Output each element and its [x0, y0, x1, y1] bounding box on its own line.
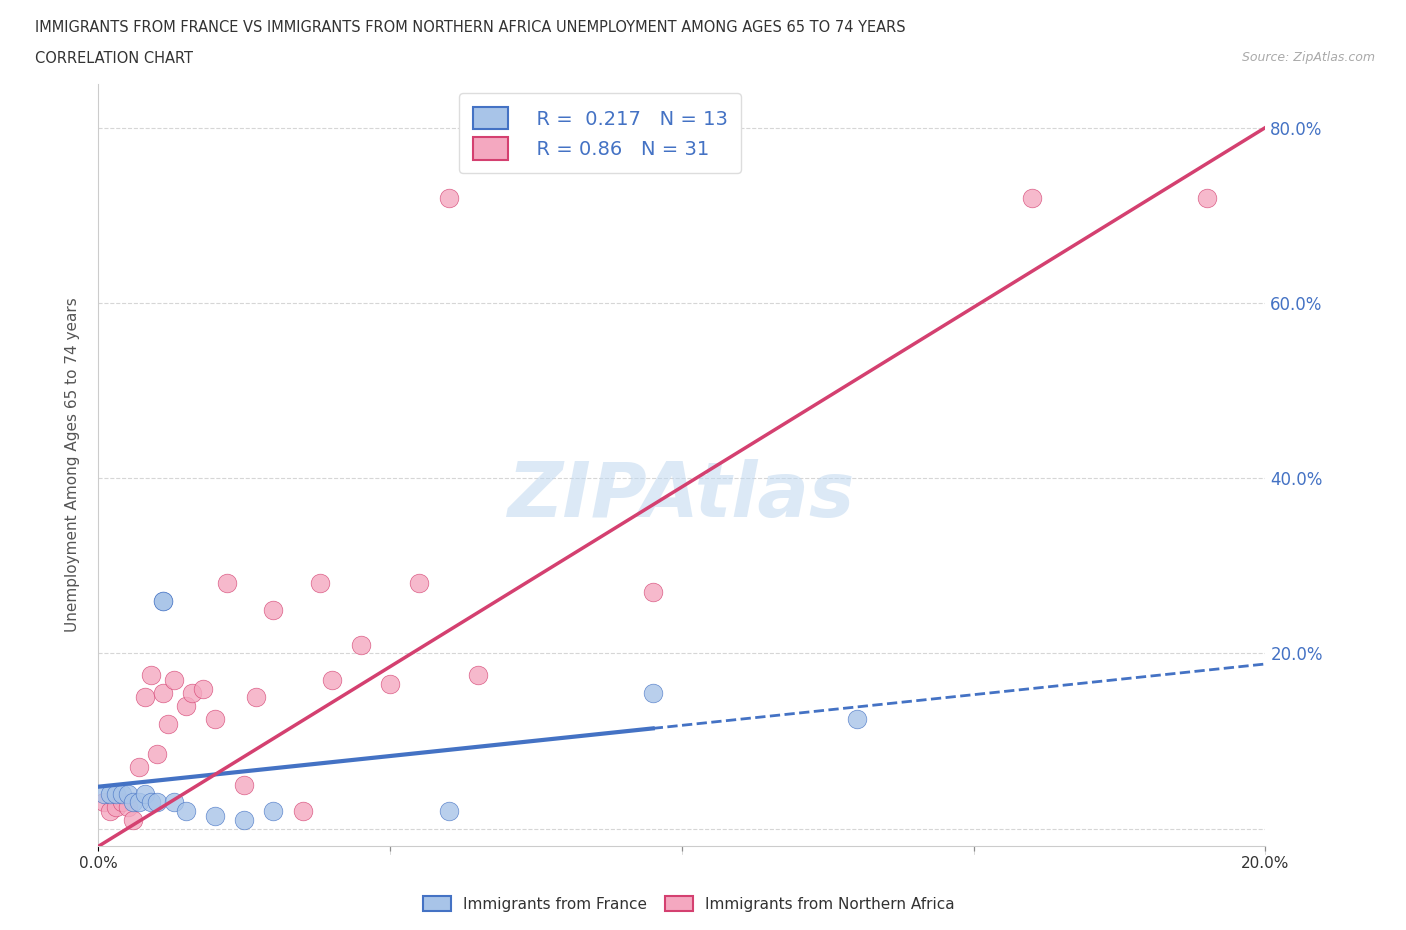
- Point: [1195, 191, 1218, 206]
- Point: [128, 760, 150, 775]
- Point: [134, 690, 156, 705]
- Point: [122, 795, 145, 810]
- Point: [122, 813, 145, 828]
- Point: [845, 711, 868, 726]
- Point: [233, 777, 256, 792]
- Point: [93, 795, 115, 810]
- Point: [180, 685, 202, 700]
- Point: [245, 690, 267, 705]
- Point: [134, 786, 156, 801]
- Point: [262, 804, 284, 818]
- Point: [174, 698, 197, 713]
- Point: [378, 677, 402, 692]
- Point: [104, 800, 127, 815]
- Point: [467, 668, 489, 683]
- Point: [233, 813, 256, 828]
- Text: Source: ZipAtlas.com: Source: ZipAtlas.com: [1241, 51, 1375, 64]
- Point: [163, 672, 186, 687]
- Point: [104, 786, 127, 801]
- Point: [157, 716, 180, 731]
- Point: [146, 747, 169, 762]
- Point: [152, 685, 174, 700]
- Legend: Immigrants from France, Immigrants from Northern Africa: Immigrants from France, Immigrants from …: [418, 889, 960, 918]
- Point: [152, 593, 174, 608]
- Point: [350, 637, 373, 652]
- Point: [139, 668, 162, 683]
- Point: [641, 585, 664, 600]
- Point: [111, 795, 134, 810]
- Point: [111, 786, 134, 801]
- Point: [193, 681, 215, 696]
- Point: [146, 795, 169, 810]
- Point: [163, 795, 186, 810]
- Point: [291, 804, 314, 818]
- Point: [437, 804, 460, 818]
- Point: [204, 808, 226, 823]
- Point: [321, 672, 343, 687]
- Point: [437, 191, 460, 206]
- Point: [128, 795, 150, 810]
- Point: [262, 603, 284, 618]
- Point: [93, 786, 115, 801]
- Point: [215, 576, 238, 591]
- Text: CORRELATION CHART: CORRELATION CHART: [35, 51, 193, 66]
- Point: [98, 804, 121, 818]
- Point: [309, 576, 332, 591]
- Point: [174, 804, 197, 818]
- Point: [408, 576, 430, 591]
- Text: ZIPAtlas: ZIPAtlas: [508, 458, 856, 533]
- Point: [1021, 191, 1043, 206]
- Text: IMMIGRANTS FROM FRANCE VS IMMIGRANTS FROM NORTHERN AFRICA UNEMPLOYMENT AMONG AGE: IMMIGRANTS FROM FRANCE VS IMMIGRANTS FRO…: [35, 20, 905, 35]
- Point: [98, 786, 121, 801]
- Point: [641, 685, 664, 700]
- Point: [152, 593, 174, 608]
- Point: [204, 711, 226, 726]
- Point: [139, 795, 162, 810]
- Legend:   R =  0.217   N = 13,   R = 0.86   N = 31: R = 0.217 N = 13, R = 0.86 N = 31: [460, 93, 741, 173]
- Point: [117, 786, 139, 801]
- Point: [117, 800, 139, 815]
- Y-axis label: Unemployment Among Ages 65 to 74 years: Unemployment Among Ages 65 to 74 years: [65, 298, 80, 632]
